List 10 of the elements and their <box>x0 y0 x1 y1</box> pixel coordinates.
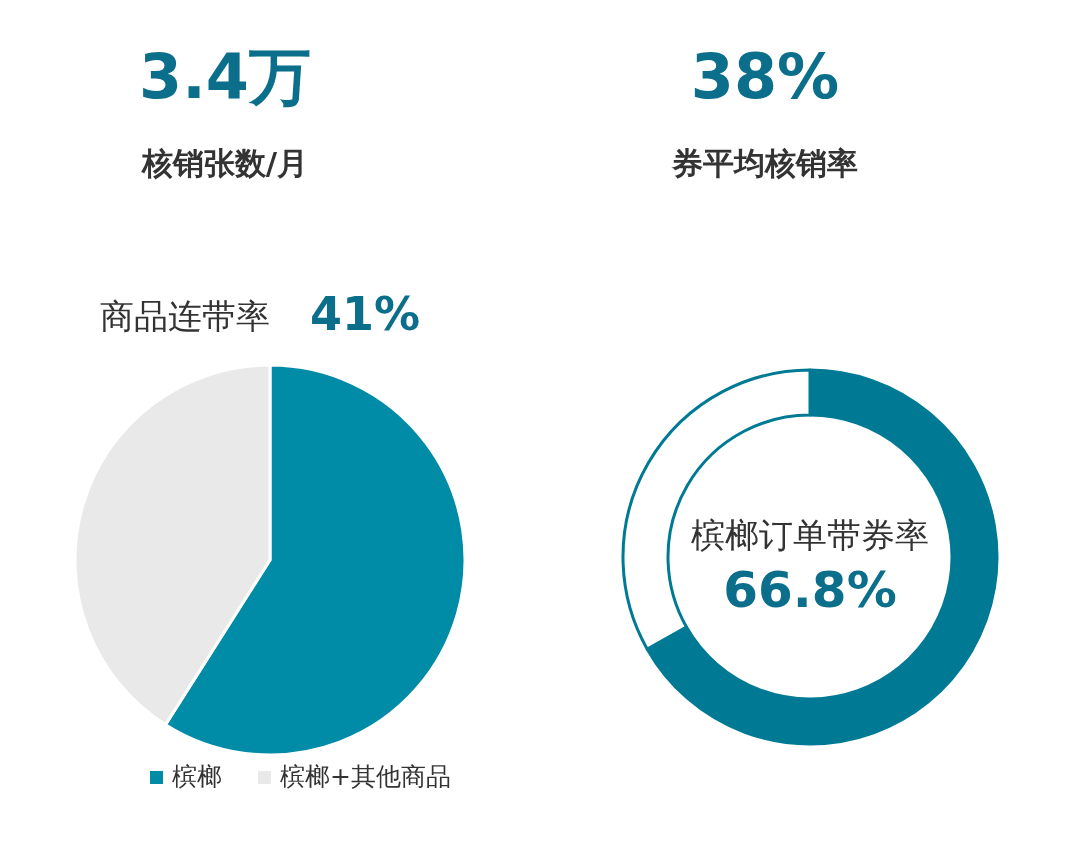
text: 核销张数/月 <box>140 145 309 181</box>
legend-label: 槟榔+其他商品 <box>280 762 451 791</box>
legend-label: 槟榔 <box>172 762 222 791</box>
chart-title: 商品连带率 <box>100 296 270 336</box>
text: 66.8% <box>723 561 897 619</box>
text: 券平均核销率 <box>671 145 858 181</box>
text: 槟榔订单带券率 <box>691 515 929 555</box>
text: 3.4万 <box>139 40 311 113</box>
chart-subtitle: 41% <box>310 287 421 341</box>
text: 38% <box>690 40 840 113</box>
